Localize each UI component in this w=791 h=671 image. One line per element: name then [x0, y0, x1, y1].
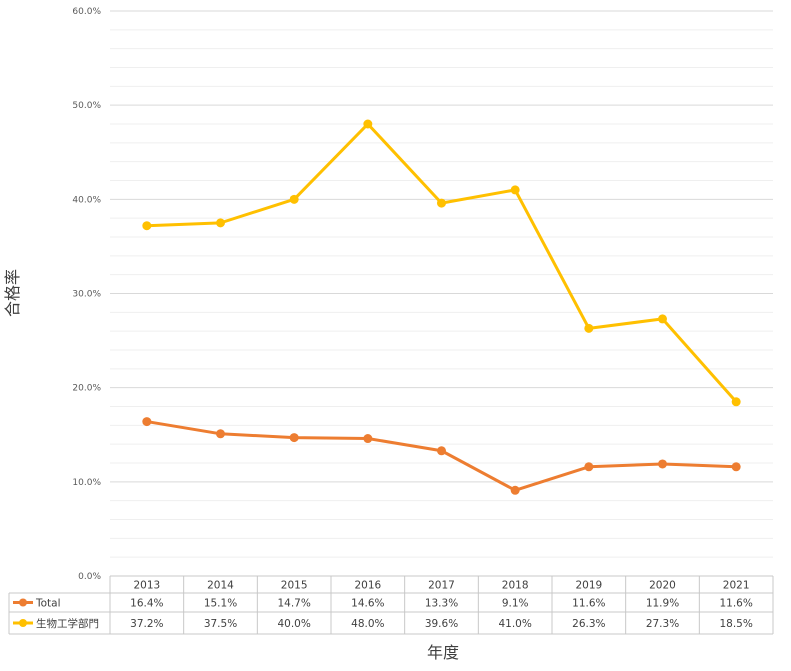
- x-axis-label: 年度: [427, 643, 459, 662]
- data-table: 2013 2014 2015 2016 2017 2018 2019 2020 2021 Tota…: [8, 575, 774, 635]
- data-point: [584, 323, 594, 333]
- data-value-label: 11.6%: [572, 598, 605, 610]
- y-tick-label: 20.0%: [72, 384, 101, 394]
- series-line-1: [145, 122, 738, 404]
- legend-series-name: 生物工学部門: [36, 617, 99, 630]
- legend-series-name: Total: [35, 598, 61, 610]
- data-point: [363, 434, 373, 444]
- data-point: [437, 198, 446, 208]
- data-point: [437, 446, 446, 456]
- data-point: [658, 314, 667, 324]
- y-tick-label: 0.0%: [78, 572, 101, 582]
- data-value-label: 26.3%: [572, 618, 605, 630]
- data-point: [363, 119, 373, 129]
- data-point: [510, 185, 520, 195]
- data-point: [216, 429, 225, 439]
- data-value-label: 11.9%: [646, 598, 679, 610]
- data-point: [731, 462, 741, 472]
- data-point: [142, 417, 152, 427]
- data-value-label: 41.0%: [498, 618, 531, 630]
- legend-key-marker: [19, 619, 27, 627]
- series-line-0: [145, 420, 738, 492]
- data-value-label: 37.5%: [204, 618, 237, 630]
- data-value-label: 48.0%: [351, 618, 384, 630]
- data-value-label: 27.3%: [646, 618, 679, 630]
- data-point: [658, 459, 667, 469]
- data-point: [142, 221, 152, 231]
- data-point: [510, 485, 520, 495]
- y-axis-label: 合格率: [3, 269, 22, 317]
- data-point: [584, 462, 594, 472]
- data-value-label: 39.6%: [425, 618, 458, 630]
- x-category-label: 2017: [428, 580, 455, 592]
- data-value-label: 18.5%: [719, 618, 752, 630]
- data-value-label: 14.6%: [351, 598, 384, 610]
- x-category-label: 2020: [649, 580, 676, 592]
- data-point: [289, 194, 299, 204]
- gridlines: [110, 10, 773, 558]
- y-tick-label: 10.0%: [72, 478, 101, 488]
- y-tick-label: 50.0%: [72, 101, 101, 111]
- x-category-label: 2019: [575, 580, 602, 592]
- series-lines: [142, 119, 741, 495]
- data-value-label: 11.6%: [719, 598, 752, 610]
- data-value-label: 37.2%: [130, 618, 163, 630]
- x-category-label: 2013: [133, 580, 160, 592]
- y-tick-label: 30.0%: [72, 290, 101, 300]
- data-value-label: 9.1%: [502, 598, 529, 610]
- y-tick-label: 60.0%: [72, 7, 101, 17]
- data-value-label: 15.1%: [204, 598, 237, 610]
- data-value-label: 13.3%: [425, 598, 458, 610]
- y-tick-label: 40.0%: [72, 195, 101, 205]
- x-category-label: 2016: [354, 580, 381, 592]
- x-category-label: 2018: [502, 580, 529, 592]
- x-category-label: 2014: [207, 580, 234, 592]
- y-axis-ticks: 0.0% 10.0% 20.0% 30.0% 40.0% 50.0% 60.0%: [72, 7, 101, 582]
- data-point: [731, 397, 741, 407]
- x-category-label: 2015: [281, 580, 308, 592]
- data-value-label: 14.7%: [277, 598, 310, 610]
- data-point: [216, 218, 225, 228]
- data-point: [289, 433, 299, 443]
- x-category-label: 2021: [723, 580, 750, 592]
- legend-key-marker: [19, 598, 27, 607]
- data-value-label: 16.4%: [130, 598, 163, 610]
- data-value-label: 40.0%: [277, 618, 310, 630]
